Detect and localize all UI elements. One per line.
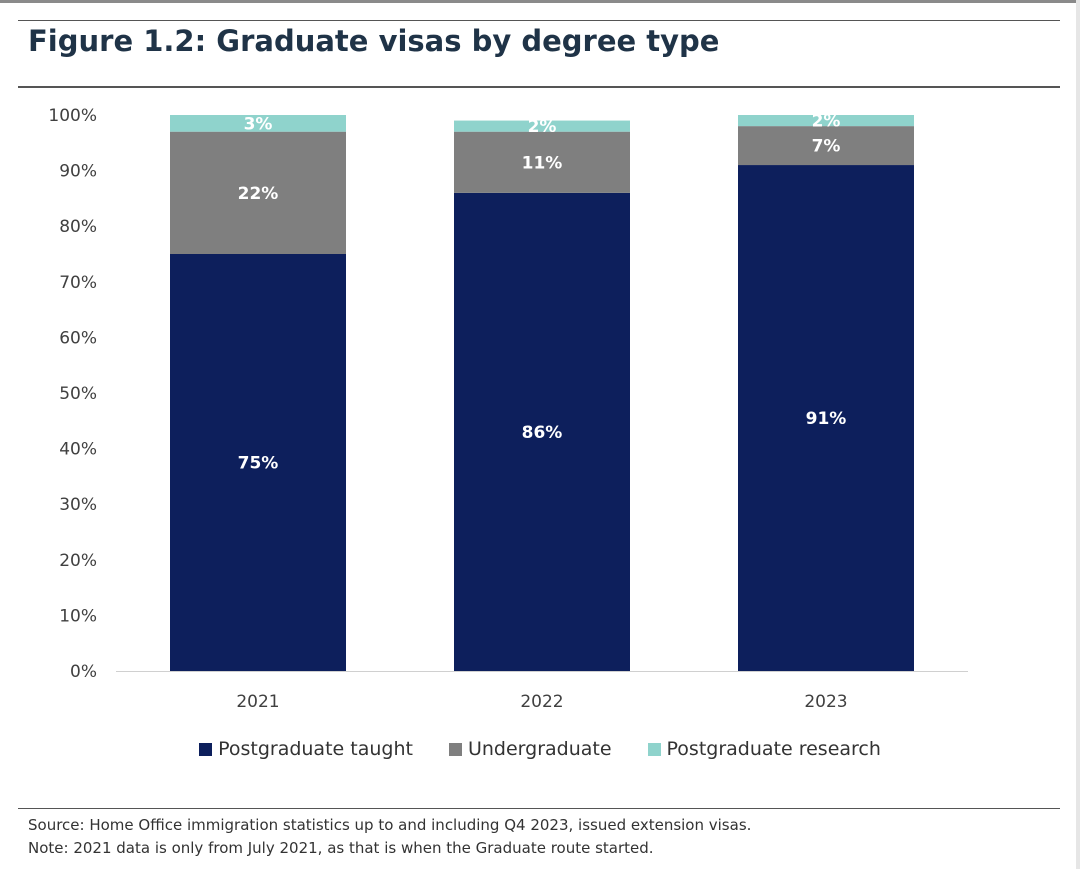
footnote: Note: 2021 data is only from July 2021, …	[28, 839, 654, 857]
data-label: 22%	[238, 184, 279, 204]
footer-rule	[18, 808, 1060, 809]
y-tick-label: 60%	[59, 328, 97, 348]
data-label: 2%	[528, 117, 557, 137]
legend-item: Postgraduate research	[647, 738, 881, 760]
legend-item: Postgraduate taught	[199, 738, 413, 760]
y-tick-label: 40%	[59, 440, 97, 460]
x-tick-label: 2022	[520, 692, 563, 712]
y-tick-label: 20%	[59, 551, 97, 571]
bar-2021-postgraduate-taught	[170, 254, 346, 671]
data-label: 11%	[522, 153, 563, 173]
legend-item: Undergraduate	[448, 738, 612, 760]
x-tick-label: 2023	[804, 692, 847, 712]
x-tick-label: 2021	[236, 692, 279, 712]
bar-2023-postgraduate-research	[738, 115, 914, 127]
y-tick-label: 80%	[59, 217, 97, 237]
bar-2022-postgraduate-research	[454, 120, 630, 132]
y-tick-label: 30%	[59, 495, 97, 515]
bar-2023-postgraduate-taught	[738, 165, 914, 671]
chart-legend: Postgraduate taught Undergraduate Postgrad…	[0, 738, 1080, 760]
data-label: 7%	[812, 137, 841, 157]
top-border	[0, 0, 1080, 3]
legend-swatch	[199, 742, 213, 756]
legend-swatch	[647, 742, 661, 756]
legend-swatch	[448, 742, 462, 756]
data-label: 91%	[806, 409, 847, 429]
figure-title: Figure 1.2: Graduate visas by degree typ…	[28, 24, 720, 58]
legend-label: Postgraduate research	[666, 738, 881, 760]
y-tick-label: 10%	[59, 606, 97, 626]
data-label: 86%	[522, 423, 563, 443]
y-tick-label: 0%	[70, 662, 97, 682]
source-note: Source: Home Office immigration statisti…	[28, 816, 752, 834]
data-label: 2%	[812, 112, 841, 132]
bar-2022-postgraduate-taught	[454, 192, 630, 671]
legend-label: Undergraduate	[467, 738, 612, 760]
y-tick-label: 70%	[59, 273, 97, 293]
y-tick-label: 100%	[48, 106, 97, 126]
stacked-bar-chart: 0% 10% 20% 30% 40% 50% 60% 70% 80% 90% 100% 75% 22% 3…	[48, 106, 968, 712]
legend-label: Postgraduate taught	[218, 738, 413, 760]
title-rule	[18, 86, 1060, 88]
bar-2021-postgraduate-research	[170, 115, 346, 132]
right-edge	[1076, 0, 1080, 869]
y-tick-label: 90%	[59, 162, 97, 182]
bar-2023-undergraduate	[738, 126, 914, 166]
y-tick-label: 50%	[59, 384, 97, 404]
data-label: 3%	[244, 114, 273, 134]
data-label: 75%	[238, 454, 279, 474]
bar-2022-undergraduate	[454, 131, 630, 193]
bar-2021-undergraduate	[170, 131, 346, 254]
top-rule	[18, 20, 1060, 21]
